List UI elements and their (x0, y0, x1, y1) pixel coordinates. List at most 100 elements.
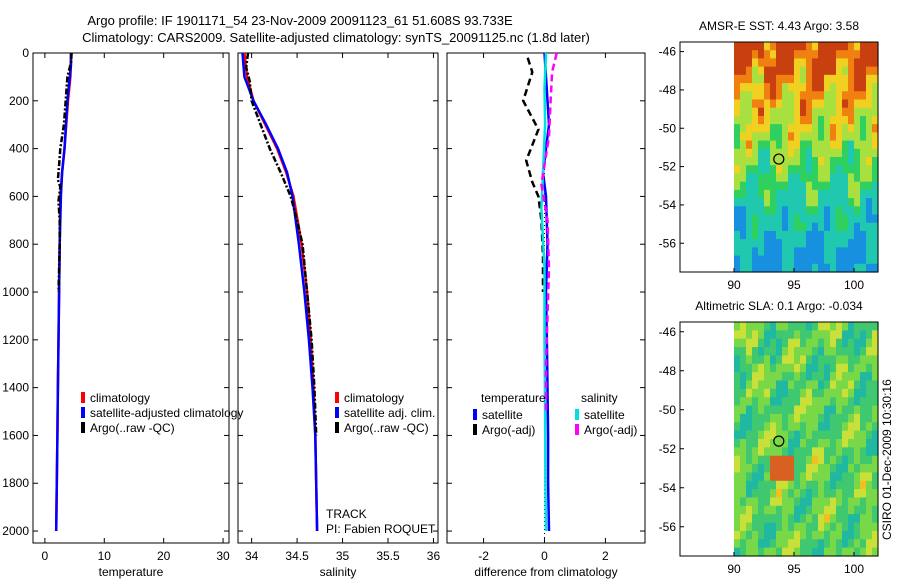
map-cell (806, 355, 813, 365)
map-cell (854, 547, 861, 557)
map-cell (818, 42, 825, 51)
map-cell (848, 157, 855, 166)
map-cell (776, 514, 783, 524)
map-cell (854, 66, 861, 76)
map-cell (848, 472, 855, 482)
map-cell (836, 239, 843, 248)
map-cell (800, 181, 807, 191)
map-cell (848, 66, 855, 76)
map-cell (818, 530, 825, 540)
legend-swatch (473, 409, 477, 420)
map-cell (854, 230, 861, 240)
map-cell (764, 214, 771, 224)
map-cell (872, 447, 879, 457)
map-cell (752, 380, 759, 390)
map-cell (782, 413, 789, 423)
map-cell (872, 530, 879, 540)
legend-group-title: temperature (481, 391, 546, 405)
map-cell (818, 91, 825, 101)
map-cell (770, 330, 777, 340)
map-cell (872, 455, 879, 465)
map-cell (866, 355, 873, 365)
map-cell (848, 83, 855, 92)
map-cell (752, 74, 759, 84)
map-cell (752, 480, 759, 490)
map-cell (740, 99, 747, 109)
map-cell (800, 157, 807, 166)
map-cell (764, 255, 771, 265)
map-cell (818, 347, 825, 357)
map-cell (848, 522, 855, 532)
map-cell (758, 165, 765, 175)
map-cell (854, 405, 861, 415)
map-cell (866, 214, 873, 224)
map-cell (812, 83, 819, 92)
map-cell (758, 66, 765, 76)
map-cell (836, 198, 843, 207)
map-cell (752, 181, 759, 191)
map-frame (679, 321, 879, 557)
map-cell (782, 239, 789, 248)
map-cell (872, 439, 879, 448)
map-cell (734, 66, 741, 76)
map-cell (866, 322, 873, 331)
map-cell (758, 107, 765, 117)
map-cell (818, 388, 825, 398)
map-cell (794, 430, 801, 440)
map-cell (788, 214, 795, 224)
map-cell (842, 198, 849, 207)
y-tick-label: -56 (659, 236, 677, 250)
map-cell (848, 347, 855, 357)
map-cell (758, 413, 765, 423)
map-cell (734, 198, 741, 207)
map-cell (812, 222, 819, 232)
map-cell (740, 66, 747, 76)
map-cell (794, 497, 801, 507)
map-cell (752, 115, 759, 125)
series-line-2 (540, 52, 548, 532)
map-cell (854, 522, 861, 532)
map-cell (764, 355, 771, 365)
map-cell (842, 355, 849, 365)
y-tick-label: -56 (659, 520, 677, 534)
map-cell (734, 472, 741, 482)
map-cell (836, 165, 843, 175)
map-cell (806, 132, 813, 142)
map-cell (734, 230, 741, 240)
map-cell (836, 372, 843, 382)
map-cell (740, 124, 747, 133)
map-cell (746, 140, 753, 150)
map-cell (824, 330, 831, 340)
map-cell (764, 124, 771, 133)
map-cell (836, 539, 843, 549)
map-cell (794, 347, 801, 357)
map-cell (836, 388, 843, 398)
map-cell (866, 206, 873, 216)
map-cell (836, 132, 843, 142)
map-cell (776, 347, 783, 357)
map-cell (854, 480, 861, 490)
map-cell (788, 439, 795, 448)
map-cell (746, 330, 753, 340)
legend-entry: climatology (90, 391, 150, 405)
map-cell (752, 124, 759, 133)
map-cell (752, 338, 759, 348)
map-cell (854, 115, 861, 125)
map-cell (866, 505, 873, 515)
map-cell (788, 50, 795, 60)
map-cell (818, 74, 825, 84)
map-cell (782, 74, 789, 84)
map-cell (758, 464, 765, 474)
map-cell (764, 132, 771, 142)
map-cell (860, 83, 867, 92)
map-cell (830, 338, 837, 348)
map-cell (782, 132, 789, 142)
map-cell (764, 206, 771, 216)
map-cell (824, 388, 831, 398)
map-cell (860, 214, 867, 224)
map-cell (746, 99, 753, 109)
map-cell (824, 338, 831, 348)
map-cell (746, 42, 753, 51)
map-cell (746, 464, 753, 474)
map-cell (776, 247, 783, 257)
